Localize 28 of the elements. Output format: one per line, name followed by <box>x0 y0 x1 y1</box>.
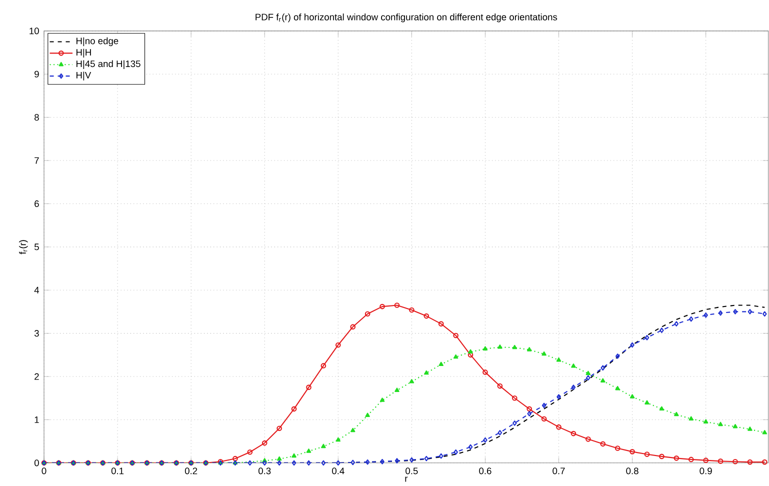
y-tick-label: 7 <box>34 157 39 164</box>
y-tick-label: 5 <box>34 244 39 250</box>
y-tick-label: 10 <box>30 28 39 34</box>
x-tick-label: 0.3 <box>258 468 271 474</box>
x-axis-title: r <box>405 476 408 482</box>
y-tick-label: 8 <box>34 114 39 121</box>
chart-title: PDF f$_{r}$(r) of horizontal window configuration on different edge orientations <box>256 14 558 22</box>
legend-label: H|45 and H|135 <box>76 60 140 69</box>
x-tick-label: 0.5 <box>406 468 418 474</box>
y-tick-label: 2 <box>34 373 39 380</box>
x-tick-label: 0.7 <box>552 468 565 474</box>
legend-label: H|H <box>76 48 91 58</box>
x-tick-label: 0.2 <box>184 468 198 474</box>
y-tick-label: 6 <box>34 200 39 208</box>
x-tick-label: 0.4 <box>332 468 344 474</box>
y-tick-label: 1 <box>34 416 39 423</box>
legend-label: H|V <box>76 72 92 80</box>
y-tick-label: 0 <box>34 460 39 466</box>
legend-label: H|no edge <box>76 37 118 46</box>
x-tick-label: 0.8 <box>626 468 638 474</box>
y-axis-title: f$_{r}$(r) <box>19 240 28 254</box>
x-tick-label: 0.1 <box>111 468 124 474</box>
y-tick-label: 4 <box>34 286 40 294</box>
x-tick-label: 0 <box>42 468 46 474</box>
y-tick-label: 9 <box>34 70 39 78</box>
x-tick-label: 0.6 <box>479 468 492 474</box>
y-tick-label: 3 <box>34 330 39 337</box>
x-tick-label: 0.9 <box>700 468 712 474</box>
